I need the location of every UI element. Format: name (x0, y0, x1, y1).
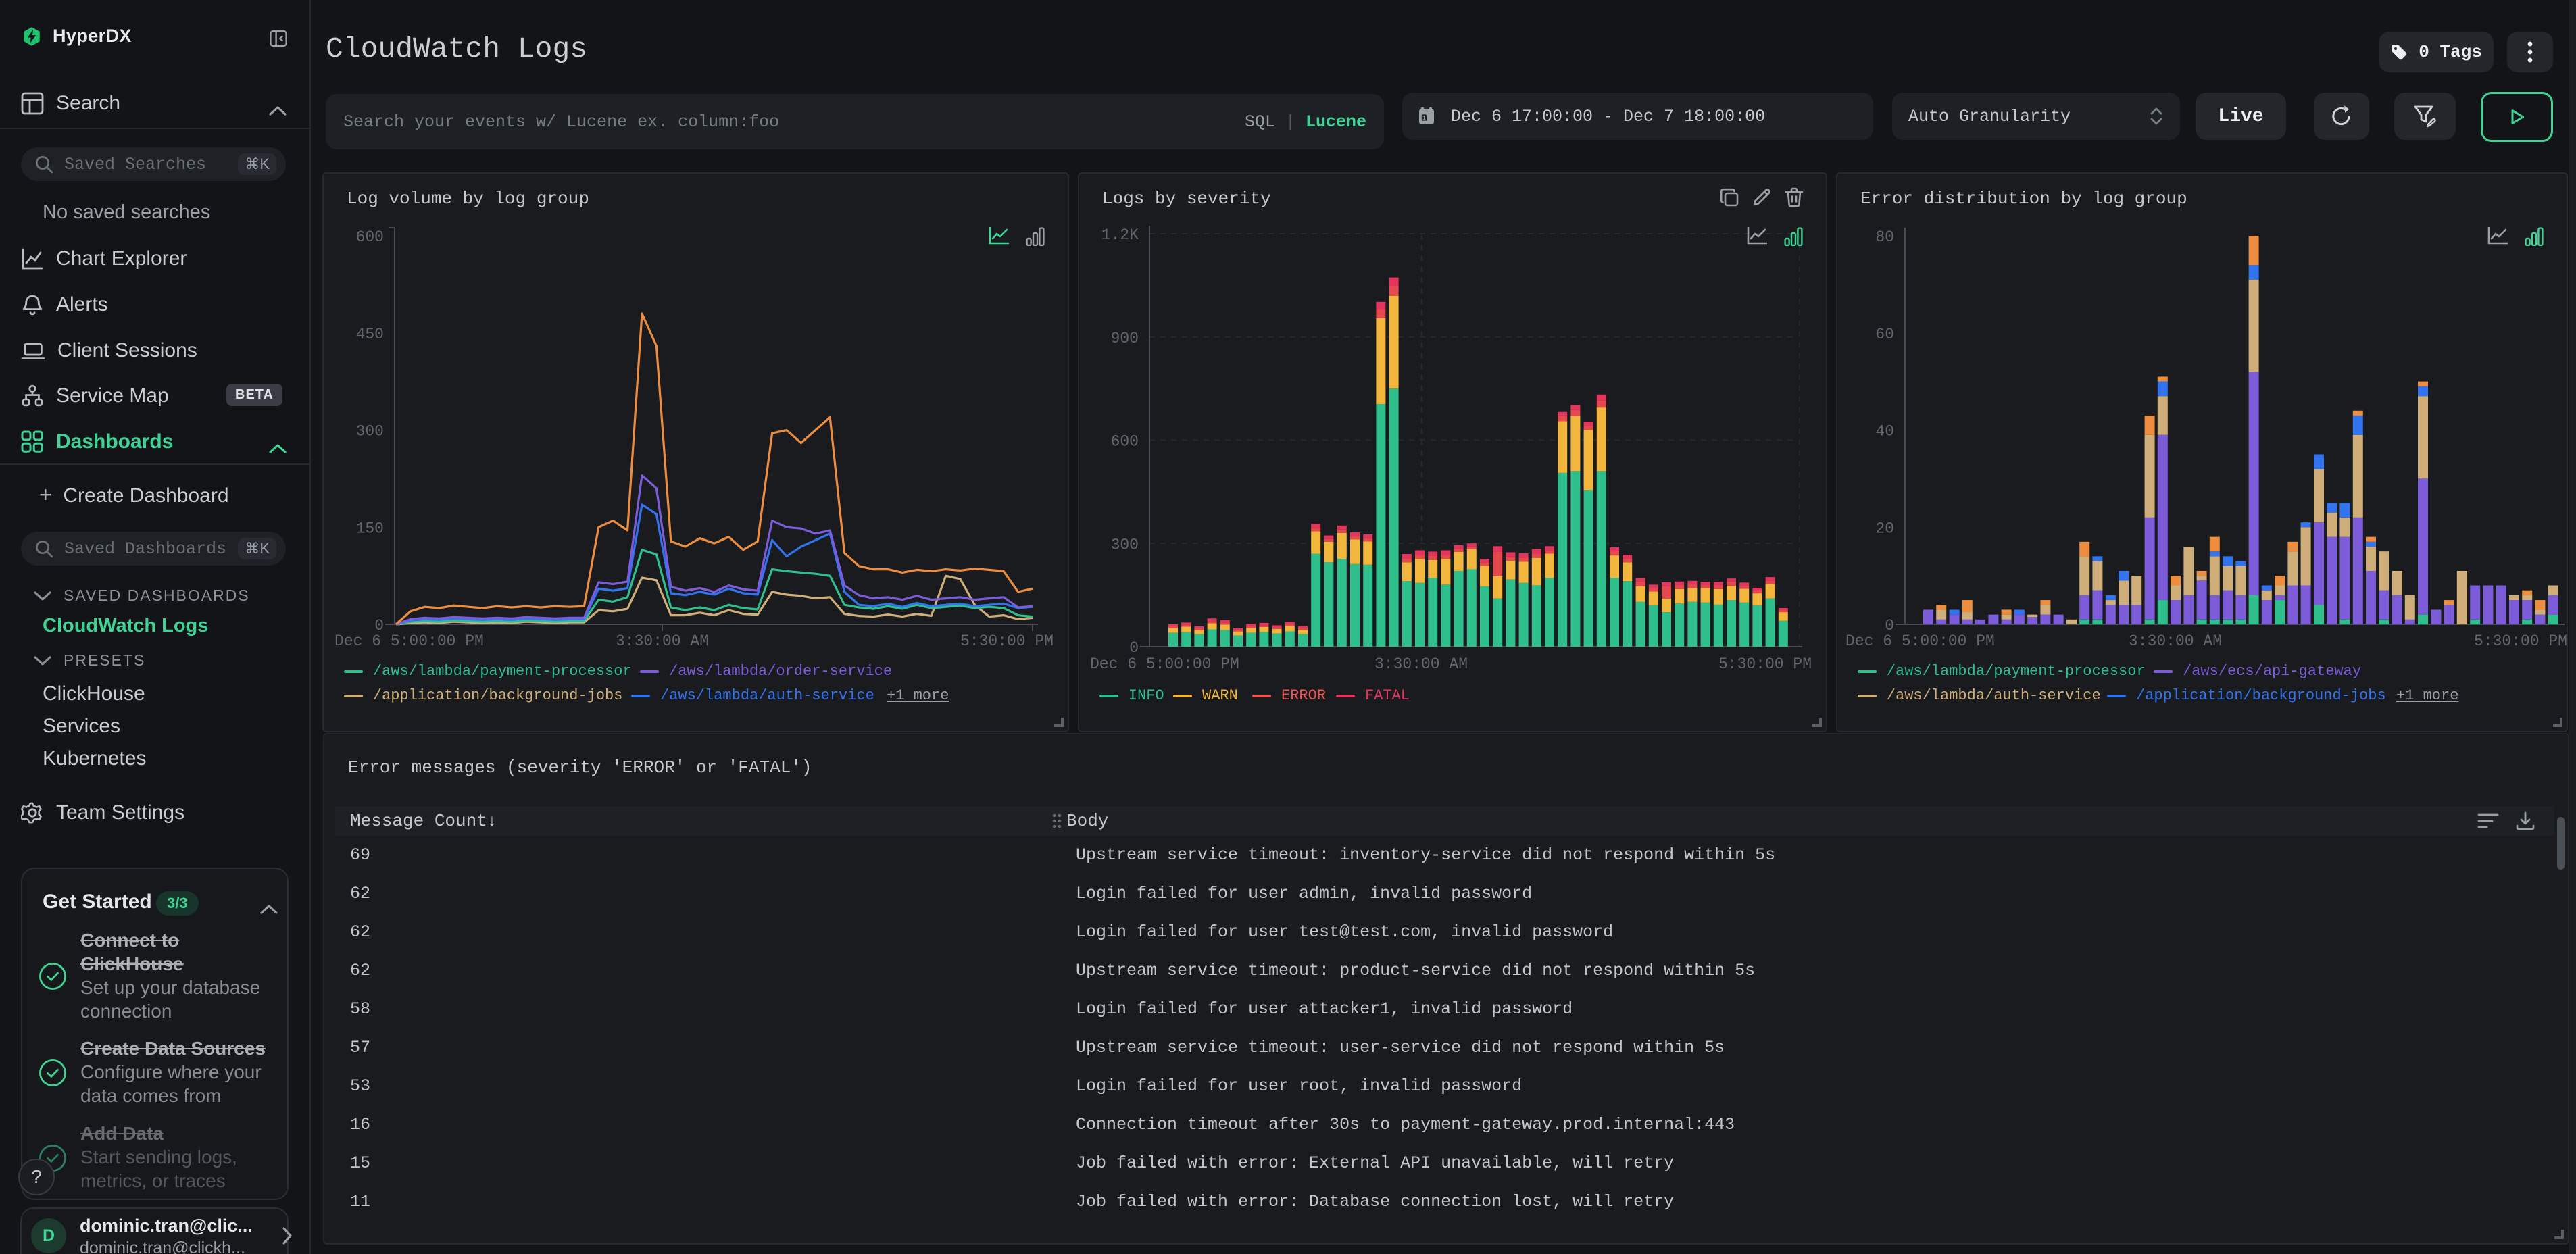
svg-text:40: 40 (1875, 423, 1894, 441)
svg-text:600: 600 (1111, 433, 1139, 451)
svg-text:60: 60 (1875, 326, 1894, 343)
svg-text:Dec 6 5:00:00 PM: Dec 6 5:00:00 PM (1090, 655, 1239, 673)
svg-text:450: 450 (356, 326, 384, 343)
svg-text:0: 0 (1885, 617, 1894, 634)
svg-text:5:30:00 PM: 5:30:00 PM (2474, 632, 2567, 650)
svg-text:600: 600 (356, 228, 384, 246)
svg-text:80: 80 (1875, 228, 1894, 246)
svg-text:150: 150 (356, 520, 384, 537)
svg-text:20: 20 (1875, 520, 1894, 537)
svg-text:3:30:00 AM: 3:30:00 AM (1374, 655, 1468, 673)
svg-text:300: 300 (356, 423, 384, 441)
svg-text:Dec 6 5:00:00 PM: Dec 6 5:00:00 PM (1846, 632, 1995, 650)
svg-text:0: 0 (374, 617, 384, 634)
svg-text:5:30:00 PM: 5:30:00 PM (1718, 655, 1812, 673)
svg-text:3:30:00 AM: 3:30:00 AM (616, 632, 709, 650)
svg-text:0: 0 (1129, 639, 1139, 657)
svg-text:1: 1 (1422, 114, 1426, 121)
svg-text:5:30:00 PM: 5:30:00 PM (960, 632, 1054, 650)
svg-text:Dec 6 5:00:00 PM: Dec 6 5:00:00 PM (335, 632, 484, 650)
svg-text:3:30:00 AM: 3:30:00 AM (2129, 632, 2222, 650)
svg-text:1.2K: 1.2K (1101, 226, 1139, 244)
svg-text:900: 900 (1111, 330, 1139, 347)
svg-text:300: 300 (1111, 536, 1139, 553)
